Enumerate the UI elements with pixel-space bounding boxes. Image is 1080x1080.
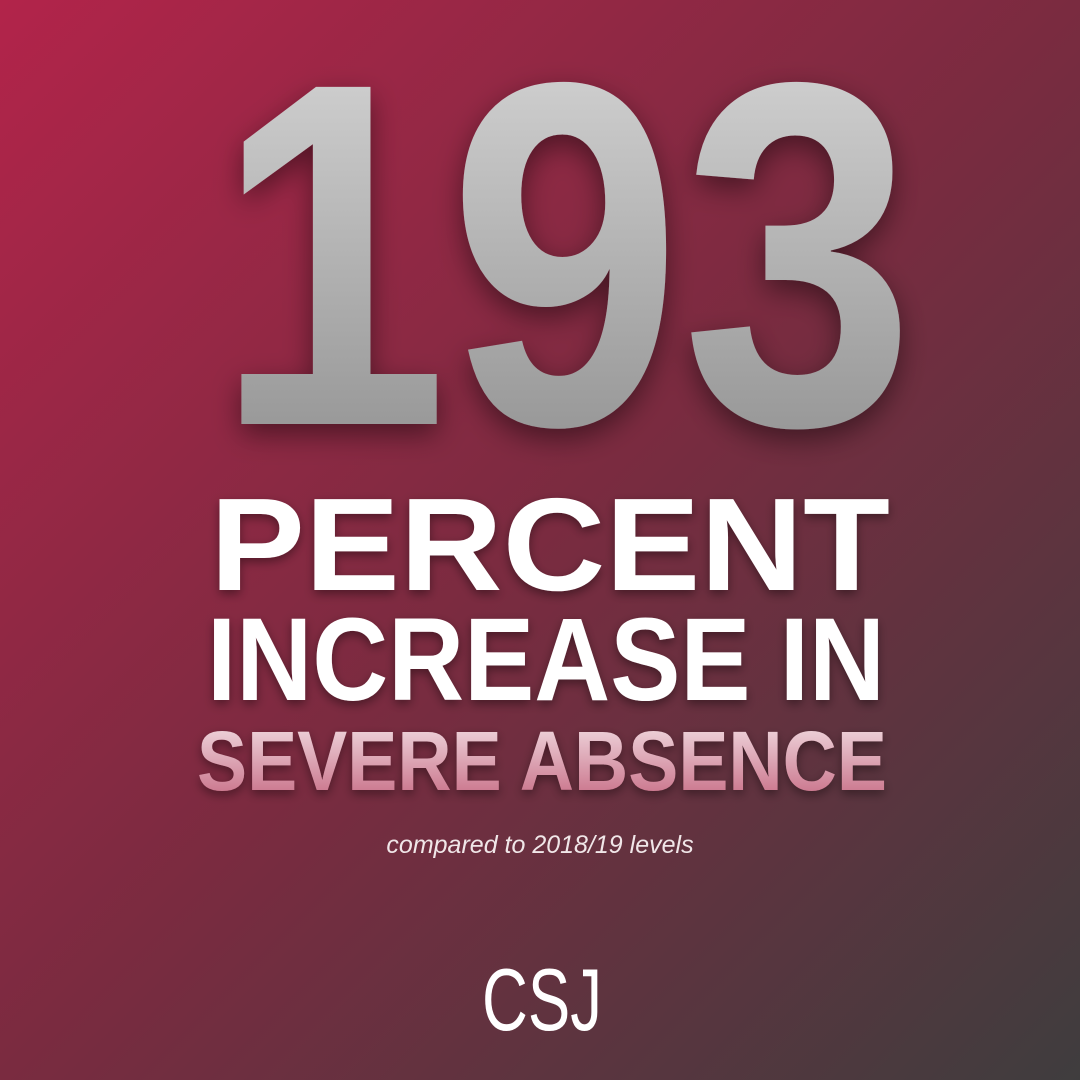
note: compared to 2018/19 levels xyxy=(386,831,693,859)
big-number: 193 xyxy=(215,0,915,528)
headline-line: PERCENT xyxy=(210,471,890,618)
headline-line: SEVERE ABSENCE xyxy=(197,714,887,808)
headline-line: INCREASE IN xyxy=(207,594,885,726)
logo: CSJ xyxy=(482,950,602,1049)
